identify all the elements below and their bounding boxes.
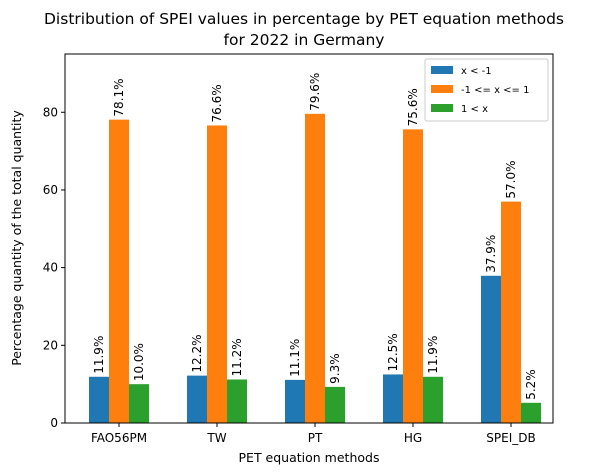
value-label: 11.1%: [288, 339, 302, 377]
value-label: 9.3%: [328, 353, 342, 384]
value-labels-layer: 11.9% 78.1% 10.0% 12.2% 76.6% 11.2% 11.1% 79.6%…: [92, 73, 538, 400]
bar-hg-series-3: [423, 376, 443, 423]
value-label: 10.0%: [132, 343, 146, 381]
x-tick-label: PT: [308, 431, 323, 445]
value-label: 76.6%: [210, 84, 224, 122]
legend-swatch-1: [431, 66, 453, 74]
y-tick-label: 0: [50, 416, 58, 430]
legend-label-2: -1 <= x <= 1: [461, 85, 529, 96]
bar-fao56pm-series-3: [129, 384, 149, 423]
value-label: 12.5%: [386, 333, 400, 371]
plot-frame: [64, 53, 554, 424]
x-tick-label: HG: [404, 431, 422, 445]
value-label: 78.1%: [112, 79, 126, 117]
bar-pt-series-2: [305, 113, 325, 424]
value-label: 37.9%: [484, 235, 498, 273]
legend: x < -1 -1 <= x <= 1 1 < x: [424, 58, 549, 122]
value-label: 11.9%: [426, 336, 440, 374]
bar-fao56pm-series-2: [109, 119, 129, 423]
y-tick-label: 40: [43, 261, 58, 275]
y-tick-label: 60: [43, 183, 58, 197]
bar-hg-series-1: [383, 374, 403, 423]
value-label: 11.2%: [230, 338, 244, 376]
x-tick-label: TW: [206, 431, 226, 445]
bar-tw-series-3: [227, 379, 247, 423]
value-label: 12.2%: [190, 334, 204, 372]
bar-pt-series-1: [285, 379, 305, 423]
value-label: 79.6%: [308, 73, 322, 111]
legend-box: [424, 58, 549, 122]
value-label: 57.0%: [504, 160, 518, 198]
bars-layer: [89, 113, 541, 424]
bar-spei_db-series-3: [521, 402, 541, 423]
value-label: 75.6%: [406, 88, 420, 126]
x-tick-label: FAO56PM: [91, 431, 147, 445]
bar-spei_db-series-1: [481, 275, 501, 423]
y-tick-label: 20: [43, 338, 58, 352]
x-tick-label: SPEI_DB: [486, 431, 535, 445]
y-axis: 0 20 40 60 80: [43, 105, 65, 430]
bar-tw-series-2: [207, 125, 227, 423]
legend-label-1: x < -1: [461, 66, 492, 77]
bar-spei_db-series-2: [501, 201, 521, 423]
y-axis-label: Percentage quantity of the total quantit…: [9, 110, 24, 366]
bar-tw-series-1: [187, 375, 207, 423]
bar-fao56pm-series-1: [89, 376, 109, 423]
x-axis: FAO56PM TW PT HG SPEI_DB: [91, 423, 536, 445]
legend-swatch-3: [431, 104, 453, 112]
legend-swatch-2: [431, 85, 453, 93]
x-axis-label: PET equation methods: [239, 450, 380, 465]
y-tick-label: 80: [43, 105, 58, 119]
value-label: 5.2%: [524, 369, 538, 400]
value-label: 11.9%: [92, 336, 106, 374]
bar-pt-series-3: [325, 386, 345, 423]
bar-hg-series-2: [403, 129, 423, 423]
chart-title-line1: Distribution of SPEI values in percentag…: [44, 10, 564, 28]
legend-label-3: 1 < x: [461, 104, 488, 115]
chart-title-line2: for 2022 in Germany: [224, 31, 385, 49]
